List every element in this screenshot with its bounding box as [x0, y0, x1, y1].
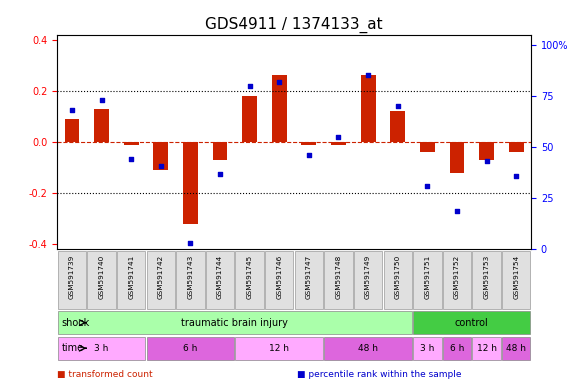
- Text: 3 h: 3 h: [420, 344, 435, 353]
- FancyBboxPatch shape: [58, 311, 412, 334]
- Bar: [420, 142, 435, 152]
- FancyBboxPatch shape: [384, 251, 412, 309]
- FancyBboxPatch shape: [472, 337, 501, 360]
- Point: [67, 107, 77, 113]
- FancyBboxPatch shape: [235, 251, 264, 309]
- Point: [482, 158, 491, 164]
- FancyBboxPatch shape: [235, 337, 323, 360]
- Text: control: control: [455, 318, 489, 328]
- FancyBboxPatch shape: [176, 251, 204, 309]
- Text: GSM591744: GSM591744: [217, 254, 223, 298]
- Bar: [361, 76, 376, 142]
- Bar: [449, 142, 464, 173]
- FancyBboxPatch shape: [472, 251, 501, 309]
- Text: 3 h: 3 h: [94, 344, 108, 353]
- FancyBboxPatch shape: [58, 337, 146, 360]
- Text: 6 h: 6 h: [450, 344, 464, 353]
- FancyBboxPatch shape: [265, 251, 293, 309]
- Text: GSM591745: GSM591745: [247, 254, 252, 298]
- Bar: [94, 109, 109, 142]
- Text: GSM591752: GSM591752: [454, 254, 460, 298]
- Point: [127, 156, 136, 162]
- FancyBboxPatch shape: [324, 337, 412, 360]
- Text: shock: shock: [62, 318, 90, 328]
- Point: [304, 152, 313, 158]
- Point: [334, 134, 343, 140]
- Bar: [479, 142, 494, 160]
- Text: GSM591747: GSM591747: [306, 254, 312, 298]
- Bar: [183, 142, 198, 224]
- Text: GSM591751: GSM591751: [424, 254, 431, 298]
- Bar: [124, 142, 139, 144]
- Bar: [212, 142, 227, 160]
- FancyBboxPatch shape: [354, 251, 383, 309]
- Text: GSM591750: GSM591750: [395, 254, 401, 298]
- Point: [186, 240, 195, 247]
- Text: GSM591741: GSM591741: [128, 254, 134, 298]
- FancyBboxPatch shape: [413, 311, 530, 334]
- FancyBboxPatch shape: [502, 251, 530, 309]
- Text: GSM591753: GSM591753: [484, 254, 489, 298]
- FancyBboxPatch shape: [117, 251, 146, 309]
- Point: [215, 170, 224, 177]
- Point: [275, 79, 284, 85]
- Text: GSM591748: GSM591748: [336, 254, 341, 298]
- Text: 48 h: 48 h: [358, 344, 378, 353]
- FancyBboxPatch shape: [413, 337, 441, 360]
- Bar: [65, 119, 79, 142]
- Point: [423, 183, 432, 189]
- Text: 6 h: 6 h: [183, 344, 198, 353]
- Text: GSM591749: GSM591749: [365, 254, 371, 298]
- Bar: [272, 76, 287, 142]
- Point: [452, 207, 461, 214]
- Text: 12 h: 12 h: [477, 344, 497, 353]
- Text: GSM591740: GSM591740: [99, 254, 104, 298]
- FancyBboxPatch shape: [413, 251, 441, 309]
- Bar: [154, 142, 168, 170]
- FancyBboxPatch shape: [443, 251, 471, 309]
- Title: GDS4911 / 1374133_at: GDS4911 / 1374133_at: [205, 17, 383, 33]
- FancyBboxPatch shape: [502, 337, 530, 360]
- Point: [393, 103, 403, 109]
- FancyBboxPatch shape: [295, 251, 323, 309]
- Text: 48 h: 48 h: [506, 344, 526, 353]
- Bar: [301, 142, 316, 144]
- Text: time: time: [62, 343, 84, 353]
- Text: GSM591743: GSM591743: [187, 254, 194, 298]
- Bar: [509, 142, 524, 152]
- FancyBboxPatch shape: [87, 251, 116, 309]
- Text: GSM591742: GSM591742: [158, 254, 164, 298]
- FancyBboxPatch shape: [147, 337, 234, 360]
- FancyBboxPatch shape: [443, 337, 471, 360]
- FancyBboxPatch shape: [206, 251, 234, 309]
- FancyBboxPatch shape: [324, 251, 353, 309]
- FancyBboxPatch shape: [147, 251, 175, 309]
- Point: [156, 162, 166, 169]
- Text: GSM591746: GSM591746: [276, 254, 282, 298]
- Bar: [331, 142, 346, 144]
- Point: [97, 97, 106, 103]
- Text: traumatic brain injury: traumatic brain injury: [182, 318, 288, 328]
- FancyBboxPatch shape: [58, 251, 86, 309]
- Point: [512, 173, 521, 179]
- Text: GSM591754: GSM591754: [513, 254, 519, 298]
- Text: GSM591739: GSM591739: [69, 254, 75, 298]
- Bar: [391, 111, 405, 142]
- Point: [245, 83, 254, 89]
- Text: ■ transformed count: ■ transformed count: [57, 371, 152, 379]
- Bar: [242, 96, 257, 142]
- Text: ■ percentile rank within the sample: ■ percentile rank within the sample: [297, 371, 461, 379]
- Point: [364, 73, 373, 79]
- Text: 12 h: 12 h: [270, 344, 289, 353]
